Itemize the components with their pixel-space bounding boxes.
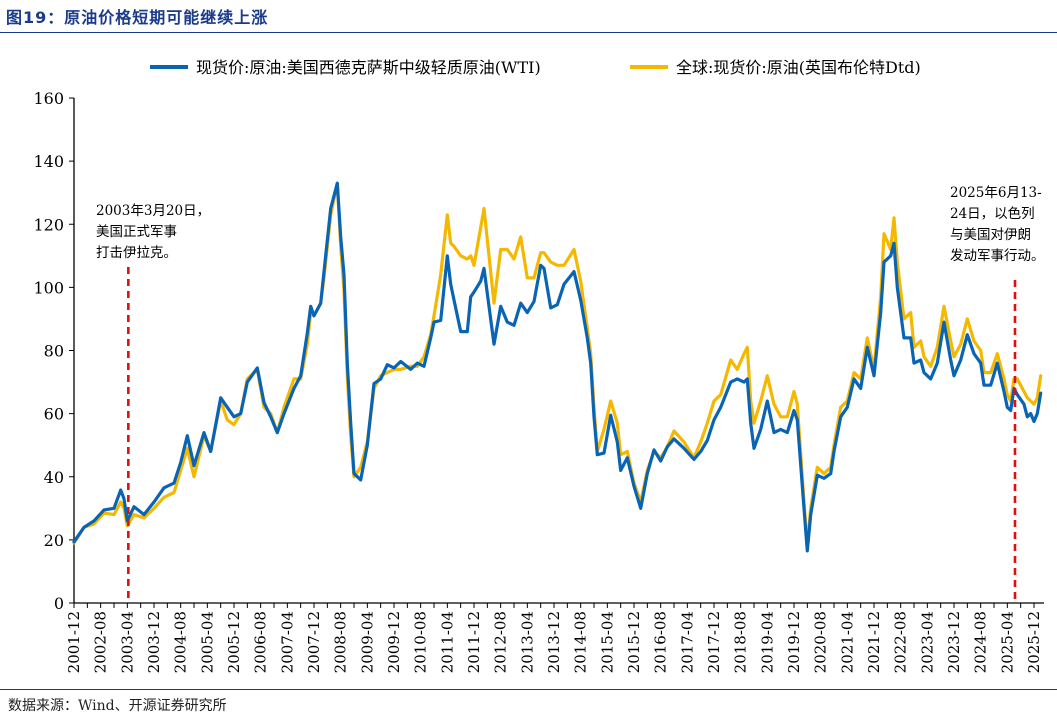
- annotation-text-line: 与美国对伊朗: [950, 227, 1031, 243]
- x-tick-label: 2018-08: [732, 611, 750, 673]
- x-tick-label: 2012-08: [492, 611, 510, 673]
- x-tick-label: 2002-08: [92, 611, 110, 673]
- x-tick-label: 2016-08: [652, 611, 670, 673]
- x-tick-label: 2005-12: [225, 611, 243, 673]
- x-tick-label: 2020-08: [812, 611, 830, 673]
- x-tick-label: 2017-12: [705, 611, 723, 673]
- x-tick-label: 2022-08: [892, 611, 910, 673]
- x-tick-label: 2010-08: [412, 611, 430, 673]
- y-tick-label: 160: [33, 89, 64, 108]
- x-tick-label: 2015-04: [598, 611, 616, 673]
- title-rule: [0, 32, 1057, 33]
- x-tick-label: 2025-04: [998, 611, 1016, 673]
- x-tick-label: 2021-04: [838, 611, 856, 673]
- y-tick-label: 0: [54, 594, 64, 613]
- source-rule: [0, 689, 1057, 690]
- x-tick-label: 2023-04: [918, 611, 936, 673]
- y-tick-label: 60: [44, 405, 64, 424]
- y-tick-label: 120: [33, 215, 64, 234]
- x-tick-label: 2014-08: [572, 611, 590, 673]
- x-tick-label: 2007-12: [305, 611, 323, 673]
- x-tick-label: 2023-12: [945, 611, 963, 673]
- y-tick-label: 80: [44, 342, 64, 361]
- x-tick-label: 2019-12: [785, 611, 803, 673]
- x-tick-label: 2021-12: [865, 611, 883, 673]
- x-tick-label: 2024-08: [972, 611, 990, 673]
- annotation-text-line: 2003年3月20日，: [96, 203, 210, 219]
- x-tick-label: 2009-04: [358, 611, 376, 673]
- y-tick-label: 100: [33, 278, 64, 297]
- x-tick-label: 2013-12: [545, 611, 563, 673]
- x-tick-label: 2009-12: [385, 611, 403, 673]
- x-axis: 2001-12 2002-08 2003-04 2003-12 2004-08 2005-…: [65, 602, 1044, 673]
- annotation-text-line: 2025年6月13-: [950, 185, 1042, 201]
- brent-series-line: [72, 181, 1043, 548]
- chart-legend: 现货价:原油:美国西德克萨斯中级轻质原油(WTI) 全球:现货价:原油(英国布伦特…: [150, 58, 921, 77]
- source-note: 数据来源：Wind、开源证券研究所: [8, 698, 227, 714]
- y-tick-label: 140: [33, 152, 64, 171]
- figure-title: 图19：原油价格短期可能继续上涨: [6, 8, 269, 27]
- legend-label-wti: 现货价:原油:美国西德克萨斯中级轻质原油(WTI): [196, 58, 541, 77]
- annotation-text-line: 美国正式军事: [96, 224, 177, 240]
- x-tick-label: 2006-08: [252, 611, 270, 673]
- series-layer: [72, 181, 1043, 553]
- x-tick-label: 2007-04: [278, 611, 296, 673]
- y-axis: 0 20 40 60 80 100 120 140 160: [33, 89, 75, 613]
- annotation-text-line: 发动军事行动。: [950, 248, 1045, 264]
- x-tick-label: 2025-12: [1025, 611, 1043, 673]
- x-tick-label: 2011-04: [438, 611, 456, 673]
- x-tick-label: 2017-04: [678, 611, 696, 673]
- x-tick-label: 2008-08: [332, 611, 350, 673]
- x-tick-label: 2019-04: [758, 611, 776, 673]
- x-tick-label: 2004-08: [172, 611, 190, 673]
- annotation-text-line: 24日，以色列: [950, 205, 1035, 222]
- y-tick-label: 20: [44, 531, 64, 550]
- legend-label-brent: 全球:现货价:原油(英国布伦特Dtd): [676, 58, 921, 77]
- x-tick-label: 2015-12: [625, 611, 643, 673]
- x-tick-label: 2003-04: [118, 611, 136, 673]
- x-tick-label: 2003-12: [145, 611, 163, 673]
- x-tick-label: 2013-04: [518, 611, 536, 673]
- x-tick-label: 2011-12: [465, 611, 483, 673]
- oil-price-chart: 现货价:原油:美国西德克萨斯中级轻质原油(WTI) 全球:现货价:原油(英国布伦特…: [33, 58, 1045, 673]
- x-tick-label: 2001-12: [65, 611, 83, 673]
- annotation-text-line: 打击伊拉克。: [96, 244, 177, 261]
- x-tick-label: 2005-04: [198, 611, 216, 673]
- wti-series-line: [72, 181, 1043, 553]
- y-tick-label: 40: [44, 468, 64, 487]
